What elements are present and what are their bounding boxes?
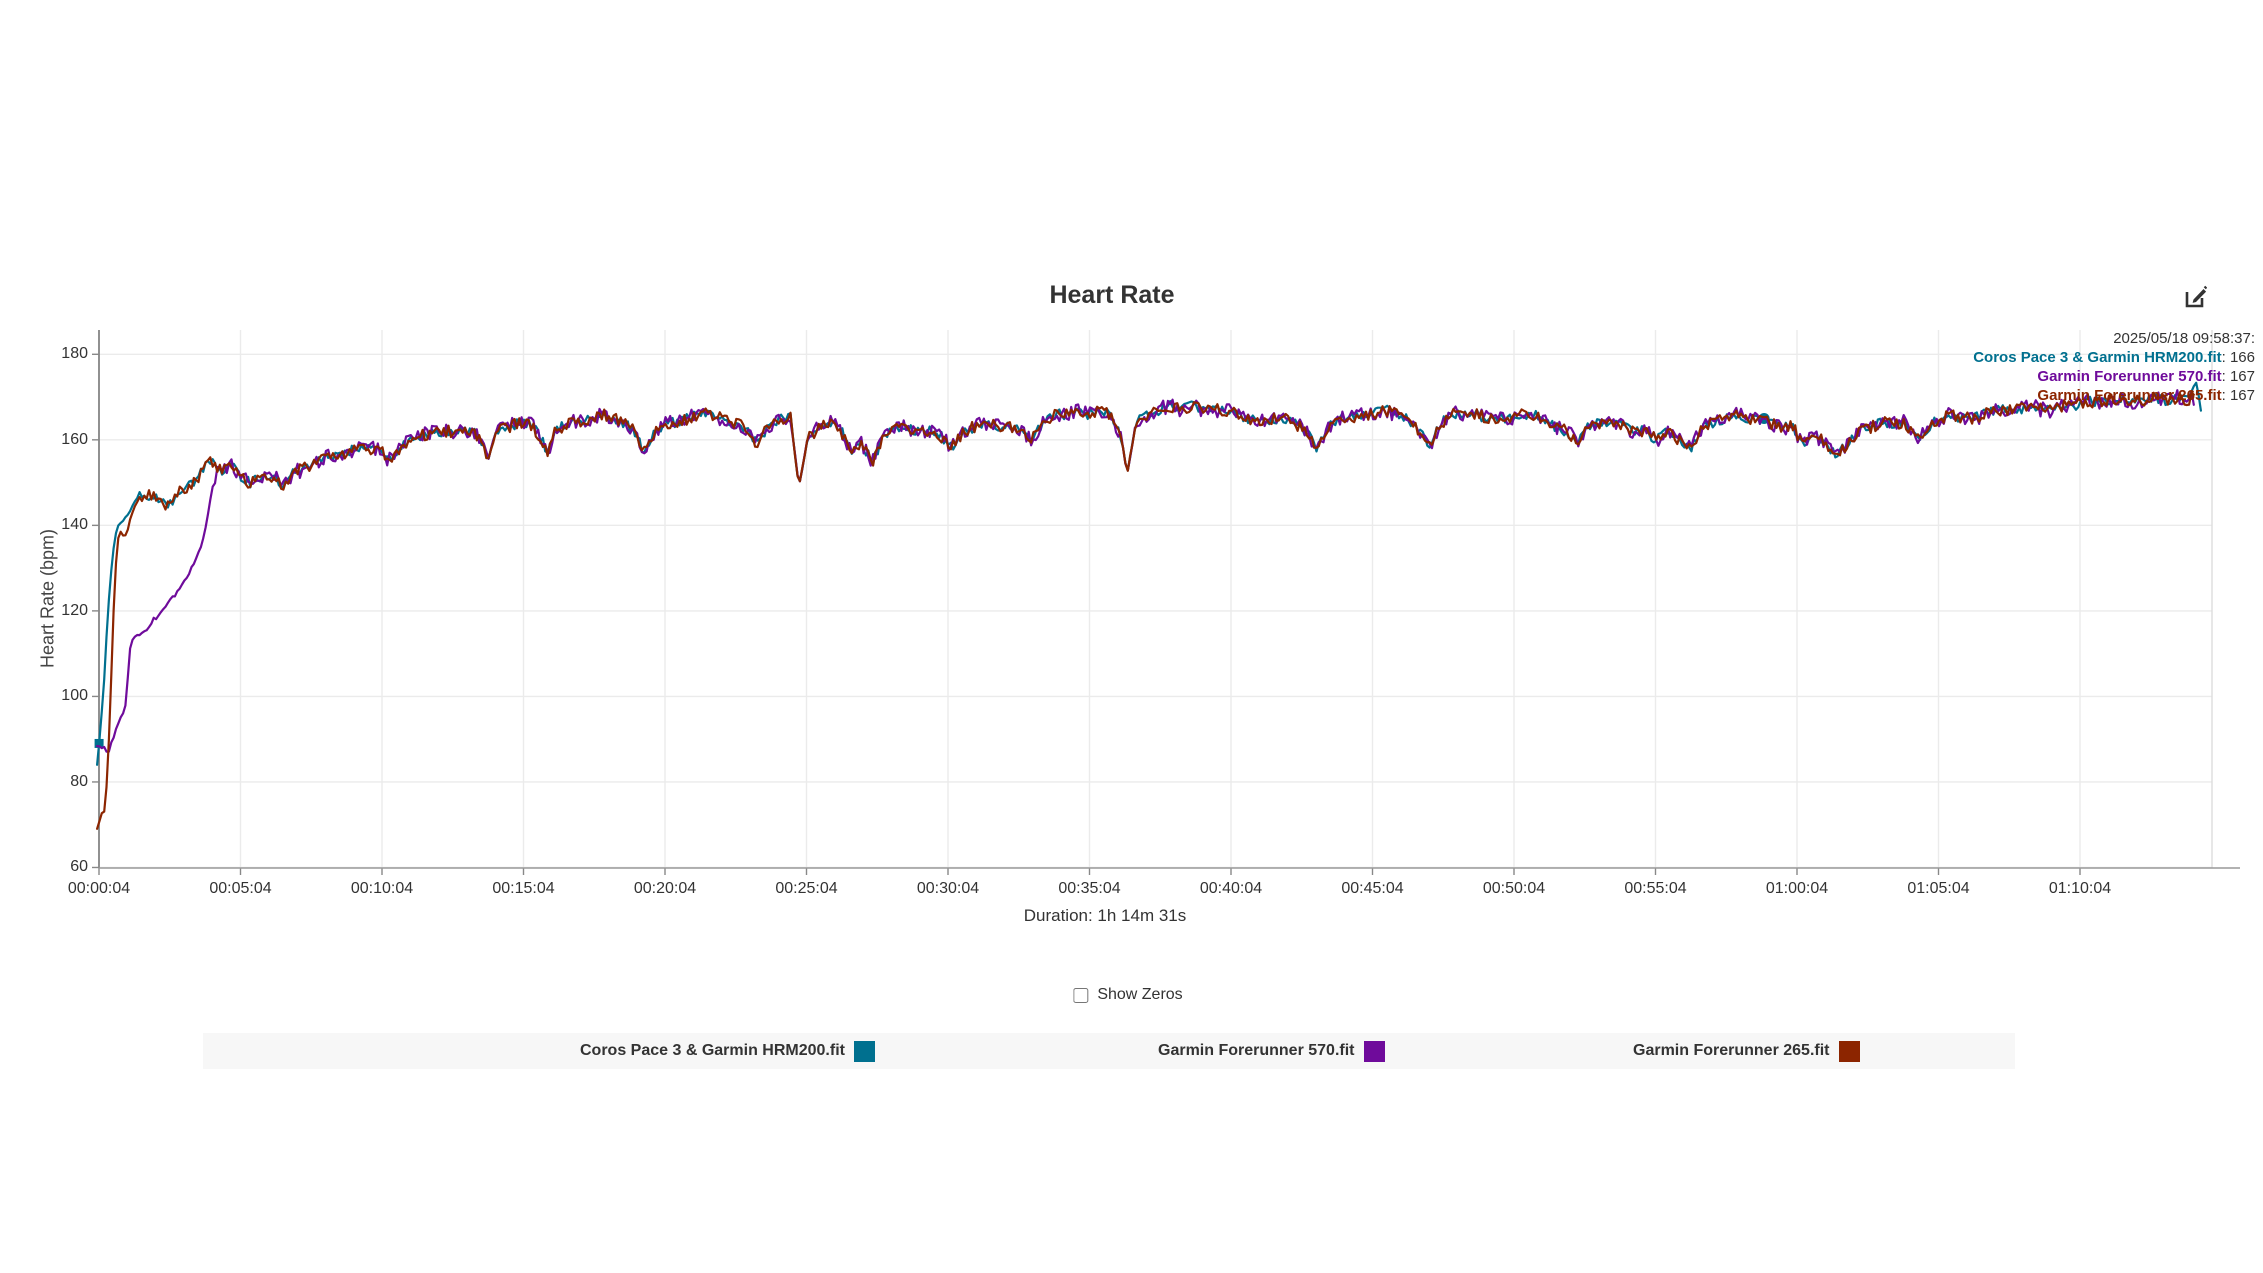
- duration-label: Duration: 1h 14m 31s: [1023, 906, 1187, 925]
- x-tick-label: 00:05:04: [209, 880, 272, 897]
- tooltip-series-row: Coros Pace 3 & Garmin HRM200.fit: 166: [1973, 348, 2255, 367]
- y-tick-label: 120: [61, 601, 88, 619]
- tooltip-series-value: : 167: [2221, 387, 2255, 404]
- tooltip-series-value: : 167: [2221, 368, 2255, 385]
- chart-hover-tooltip: 2025/05/18 09:58:37: Coros Pace 3 & Garm…: [1973, 329, 2255, 405]
- x-tick-label: 00:35:04: [1058, 880, 1121, 897]
- legend-color-swatch: [853, 1040, 875, 1062]
- y-tick-label: 160: [61, 430, 88, 448]
- series-start-marker: [94, 738, 104, 748]
- tooltip-datetime: 2025/05/18 09:58:37:: [2113, 330, 2255, 347]
- legend-color-swatch: [1838, 1040, 1860, 1062]
- x-tick-label: 00:10:04: [350, 880, 414, 897]
- legend-label: Coros Pace 3 & Garmin HRM200.fit: [580, 1042, 845, 1059]
- x-tick-label: 00:25:04: [775, 880, 838, 897]
- y-tick-label: 140: [61, 516, 88, 534]
- series-line-3: [95, 391, 2195, 830]
- y-tick-label: 60: [70, 858, 88, 876]
- x-tick-label: 01:10:04: [2048, 880, 2112, 897]
- show-zeros-checkbox[interactable]: [1073, 987, 1089, 1003]
- y-tick-label: 180: [61, 345, 88, 363]
- y-tick-label: 100: [61, 687, 88, 705]
- tooltip-series-row: Garmin Forerunner 265.fit: 167: [1973, 386, 2255, 405]
- tooltip-series-label: Garmin Forerunner 570.fit: [2037, 368, 2222, 385]
- tooltip-series-row: Garmin Forerunner 570.fit: 167: [1973, 367, 2255, 386]
- x-tick-label: 00:45:04: [1341, 880, 1404, 897]
- tooltip-series-label: Garmin Forerunner 265.fit: [2037, 387, 2222, 404]
- page-title: Heart Rate: [1049, 281, 1175, 309]
- x-tick-label: 01:00:04: [1765, 880, 1829, 897]
- x-tick-label: 00:30:04: [916, 880, 980, 897]
- x-tick-label: 00:40:04: [1199, 880, 1263, 897]
- legend-entry-1[interactable]: Coros Pace 3 & Garmin HRM200.fit: [580, 1033, 875, 1069]
- x-tick-label: 01:05:04: [1907, 880, 1970, 897]
- series-line-2: [95, 389, 2195, 753]
- legend-color-swatch: [1363, 1040, 1385, 1062]
- legend-label: Garmin Forerunner 265.fit: [1633, 1042, 1830, 1059]
- x-tick-label: 00:15:04: [492, 880, 555, 897]
- x-tick-label: 00:55:04: [1624, 880, 1687, 897]
- legend-label: Garmin Forerunner 570.fit: [1158, 1042, 1355, 1059]
- legend-entry-3[interactable]: Garmin Forerunner 265.fit: [1633, 1033, 1860, 1069]
- edit-pencil-square-icon: [2185, 285, 2208, 308]
- legend-entry-2[interactable]: Garmin Forerunner 570.fit: [1158, 1033, 1385, 1069]
- x-tick-label: 00:20:04: [633, 880, 697, 897]
- show-zeros-label[interactable]: Show Zeros: [1097, 986, 1183, 1003]
- chart-legend-bar: Coros Pace 3 & Garmin HRM200.fit Garmin F…: [203, 1033, 2015, 1069]
- x-tick-label: 00:50:04: [1482, 880, 1546, 897]
- show-zeros-control: Show Zeros: [1073, 986, 1183, 1004]
- tooltip-series-label: Coros Pace 3 & Garmin HRM200.fit: [1973, 349, 2222, 366]
- tooltip-series-value: : 166: [2221, 349, 2255, 366]
- y-tick-label: 80: [70, 772, 88, 790]
- edit-chart-button[interactable]: [2183, 284, 2208, 310]
- x-tick-label: 00:00:04: [67, 880, 131, 897]
